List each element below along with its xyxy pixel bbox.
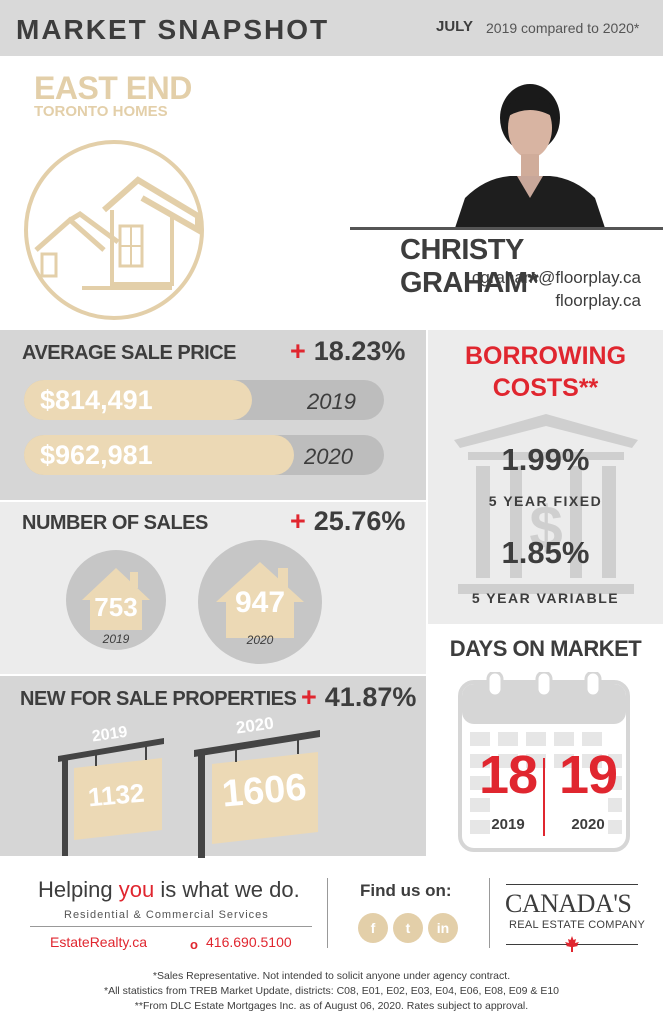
facebook-icon[interactable]: f [358,913,388,943]
sales-value: 753 [94,592,138,622]
days-year: 2019 [491,816,525,833]
days-title: DAYS ON MARKET [449,636,642,661]
compare-label: 2019 compared to 2020* [486,20,640,36]
sales-title: NUMBER OF SALES [22,512,208,534]
for-sale-sign-icon [194,730,320,858]
avg-price-title: AVERAGE SALE PRICE [22,342,237,364]
footnote: **From DLC Estate Mortgages Inc. as of A… [134,1000,529,1012]
sales-year: 2019 [102,632,130,646]
bank-dollar-icon: $ [454,414,638,594]
for-sale-sign-icon [58,738,164,856]
avg-price-year: 2019 [307,389,356,414]
avg-price-year: 2020 [304,444,353,469]
house-icon [66,550,166,650]
tagline-highlight: you [118,877,155,902]
fixed-rate: 1.99% [501,442,590,477]
company-name: CANADA'S [505,889,632,918]
phone-bullet: o [190,937,198,952]
new-for-sale-change: +41.87% [301,682,417,712]
days-year: 2020 [571,816,605,833]
twitter-icon[interactable]: t [393,913,423,943]
agent-photo [455,84,605,228]
variable-label: 5 YEAR VARIABLE [471,590,620,606]
page-title: MARKET SNAPSHOT [16,14,330,45]
sales-change: +25.76% [290,506,406,536]
agent-name: CHRISTY GRAHAM* [400,234,539,299]
avg-price-bar-2020: $962,981 2020 [24,435,384,475]
avg-price-bar-fill [24,380,252,420]
footnote: *Sales Representative. Not intended to s… [152,970,511,982]
company-tagline: REAL ESTATE COMPANY [509,919,646,931]
fixed-label: 5 YEAR FIXED [488,493,603,509]
svg-text:$: $ [529,494,562,561]
avg-price-bar-fill [24,435,294,475]
average-sale-price-panel: AVERAGE SALE PRICE +18.23% $814,491 2019… [0,330,426,500]
agent-website-link[interactable]: floorplay.ca [555,291,641,310]
footer-separator [489,878,490,948]
agent-divider [350,227,663,230]
new-for-sale-value: 1606 [220,766,309,816]
borrowing-costs-panel: BORROWING COSTS** $ 1.99% 5 YEAR FIXED 1… [428,330,663,624]
company-logo-rule [506,884,638,885]
services-label: Residential & Commercial Services [64,909,269,921]
footnote: *All statistics from TREB Market Update,… [103,985,560,997]
linkedin-icon[interactable]: in [428,913,458,943]
days-on-market-panel: DAYS ON MARKET 18 2019 19 2020 [428,626,663,856]
area-subtitle: TORONTO HOMES [34,103,168,120]
calendar-icon [458,672,630,852]
variable-rate: 1.85% [501,535,590,570]
find-us-label: Find us on: [360,881,452,900]
header-bar [0,0,663,56]
avg-price-value: $962,981 [40,440,153,470]
borrowing-title-line1: BORROWING [464,342,627,370]
tagline: Helping you is what we do. [38,877,300,902]
agent-email-link[interactable]: cgraham@floorplay.ca [471,268,641,287]
new-for-sale-panel: NEW FOR SALE PROPERTIES +41.87% 2019 113… [0,676,426,858]
avg-price-value: $814,491 [40,385,153,415]
phone-link[interactable]: 416.690.5100 [206,934,292,950]
avg-price-change: +18.23% [290,336,406,366]
new-for-sale-title: NEW FOR SALE PROPERTIES [20,688,297,710]
footer-separator [327,878,328,948]
avg-price-bar-2019: $814,491 2019 [24,380,384,420]
month-label: JULY [436,18,473,35]
house-outline-icon [24,140,204,320]
footer-divider [30,926,312,927]
days-value: 19 [558,745,618,805]
sales-value: 947 [234,586,286,619]
borrowing-title-line2: COSTS** [492,374,599,402]
house-icon [198,540,322,664]
maple-leaf-icon [565,936,579,952]
days-value: 18 [478,745,538,805]
sales-year: 2020 [246,633,274,647]
number-of-sales-panel: NUMBER OF SALES +25.76% 753 2019 947 202… [0,502,426,674]
area-name: EAST END [34,70,192,106]
company-website-link[interactable]: EstateRealty.ca [50,934,148,950]
new-for-sale-value: 1132 [86,777,146,813]
